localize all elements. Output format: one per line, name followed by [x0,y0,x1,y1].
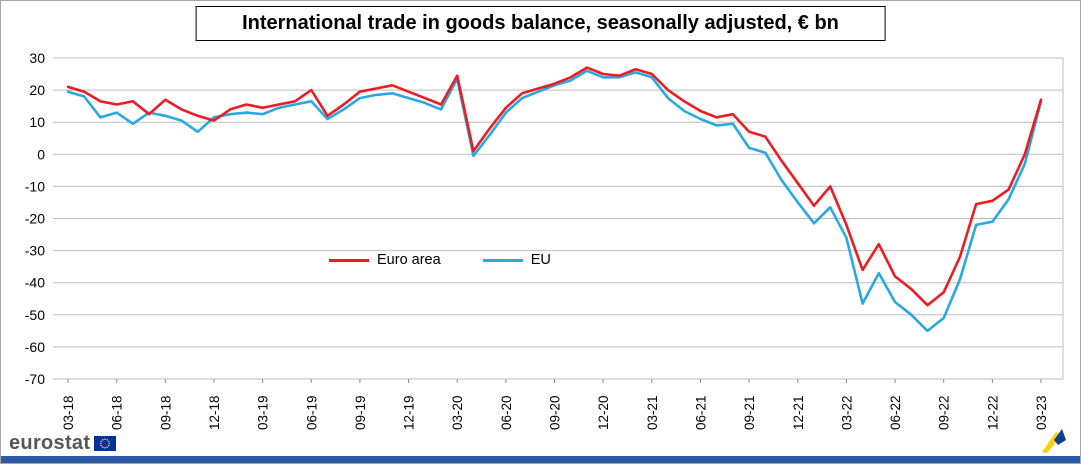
svg-text:12-19: 12-19 [402,395,417,430]
chart-title: International trade in goods balance, se… [195,6,886,41]
legend-line-eu-icon [482,258,523,262]
footer-bar [1,456,1080,463]
svg-text:09-18: 09-18 [158,395,173,430]
legend-label-euro-area: Euro area [377,252,441,268]
pencil-icon [1042,429,1066,453]
svg-text:20: 20 [29,82,45,98]
svg-text:06-19: 06-19 [304,395,319,430]
svg-text:12-18: 12-18 [207,395,222,430]
legend-item-euro-area: Euro area [329,252,441,268]
svg-text:-30: -30 [25,243,45,259]
svg-text:06-20: 06-20 [499,395,514,430]
legend-label-eu: EU [530,252,551,268]
svg-text:10: 10 [29,114,45,130]
svg-text:03-21: 03-21 [645,395,660,430]
svg-text:06-18: 06-18 [110,395,125,430]
svg-text:03-18: 03-18 [61,395,76,430]
svg-text:09-20: 09-20 [548,395,563,430]
svg-text:12-21: 12-21 [791,395,806,430]
svg-text:09-19: 09-19 [353,395,368,430]
eurostat-logo-text: eurostat [9,432,91,454]
svg-text:06-21: 06-21 [694,395,709,430]
svg-text:12-22: 12-22 [985,395,1000,430]
eurostat-logo: eurostat [9,432,117,454]
eu-flag-icon [94,435,117,451]
svg-text:-10: -10 [25,178,45,194]
svg-text:0: 0 [37,146,45,162]
svg-text:12-20: 12-20 [596,395,611,430]
svg-text:-50: -50 [25,307,45,323]
svg-text:03-22: 03-22 [839,395,854,430]
legend: Euro area EU [329,252,551,268]
legend-line-euro-area-icon [329,258,369,262]
svg-text:03-19: 03-19 [256,395,271,430]
svg-text:03-20: 03-20 [450,395,465,430]
svg-text:03-23: 03-23 [1034,395,1049,430]
legend-item-eu: EU [482,252,551,268]
svg-text:-70: -70 [25,371,45,387]
svg-text:-20: -20 [25,211,45,227]
svg-text:-40: -40 [25,275,45,291]
svg-text:09-21: 09-21 [742,395,757,430]
svg-text:06-22: 06-22 [888,395,903,430]
svg-text:-60: -60 [25,339,45,355]
svg-text:09-22: 09-22 [937,395,952,430]
svg-text:30: 30 [29,50,45,66]
